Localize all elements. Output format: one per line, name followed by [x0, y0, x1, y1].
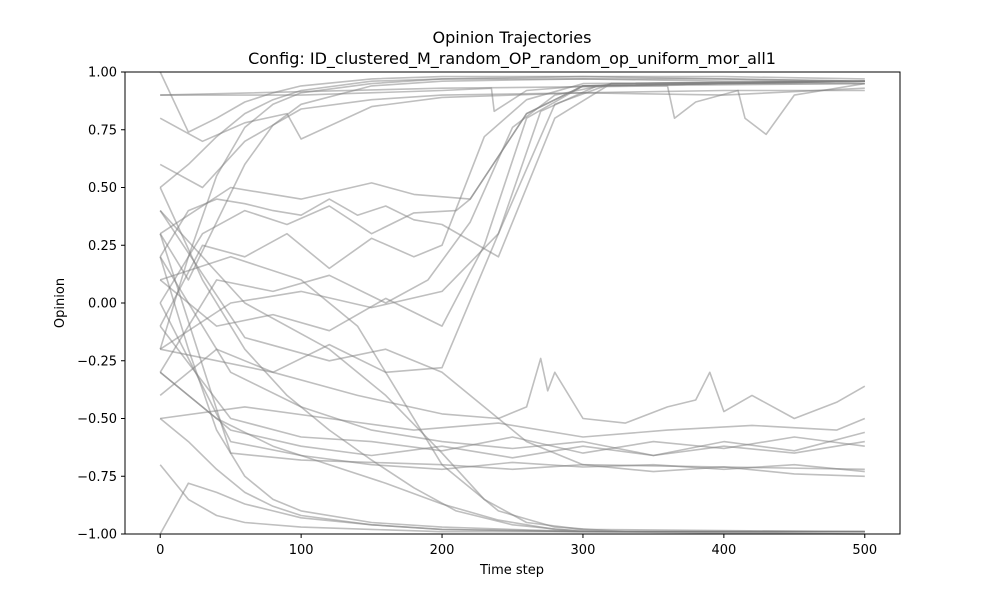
series-line-28	[159, 187, 865, 533]
y-tick-label: 0.00	[88, 297, 117, 312]
series-line-21	[159, 302, 865, 473]
x-tick-label: 100	[289, 543, 314, 558]
y-axis-ticks: −1.00 −0.75 −0.50 −0.25 0.00 0.25 0.50 0.75 1.00	[77, 66, 125, 543]
series-line-29	[159, 371, 865, 533]
x-tick-label: 0	[156, 543, 164, 558]
series-line-13	[159, 80, 865, 332]
series-line-11	[159, 80, 865, 327]
series-line-18	[159, 256, 865, 457]
series-line-16	[159, 80, 865, 350]
y-tick-label: 0.50	[88, 181, 117, 196]
series-line-31	[159, 210, 865, 533]
y-tick-label: −0.25	[77, 354, 117, 369]
x-axis-ticks: 0 100 200 300 400 500	[156, 534, 877, 558]
x-tick-label: 200	[430, 543, 455, 558]
series-line-14	[159, 82, 865, 397]
y-tick-label: −1.00	[77, 528, 117, 543]
series-line-12	[159, 80, 865, 373]
x-tick-label: 400	[711, 543, 736, 558]
series-line-2	[159, 75, 865, 189]
chart-subtitle: Config: ID_clustered_M_random_OP_random_…	[248, 49, 776, 69]
series-line-3	[159, 78, 865, 350]
y-tick-label: −0.50	[77, 412, 117, 427]
series-line-20	[159, 371, 866, 459]
series-line-32	[159, 464, 865, 535]
series-line-5	[159, 87, 865, 143]
y-tick-label: 0.25	[88, 239, 117, 254]
chart-title: Opinion Trajectories	[433, 28, 592, 47]
series-line-4	[159, 78, 865, 281]
series-line-27	[159, 256, 865, 533]
x-axis-label: Time step	[479, 563, 544, 578]
series-line-24	[160, 406, 866, 438]
series-line-22	[159, 233, 865, 478]
series-line-23	[160, 348, 866, 424]
y-tick-label: −0.75	[77, 470, 117, 485]
series-line-30	[159, 256, 865, 533]
series-line-15	[159, 80, 865, 235]
y-tick-label: 0.75	[88, 123, 117, 138]
x-tick-label: 300	[571, 543, 596, 558]
series-line-17	[159, 210, 865, 471]
series-line-9	[159, 80, 865, 258]
y-axis-label: Opinion	[53, 278, 68, 328]
series-line-6	[159, 89, 865, 189]
series-line-25	[159, 482, 865, 535]
y-tick-label: 1.00	[88, 66, 117, 81]
x-tick-label: 500	[852, 543, 877, 558]
plot-lines	[159, 71, 866, 535]
